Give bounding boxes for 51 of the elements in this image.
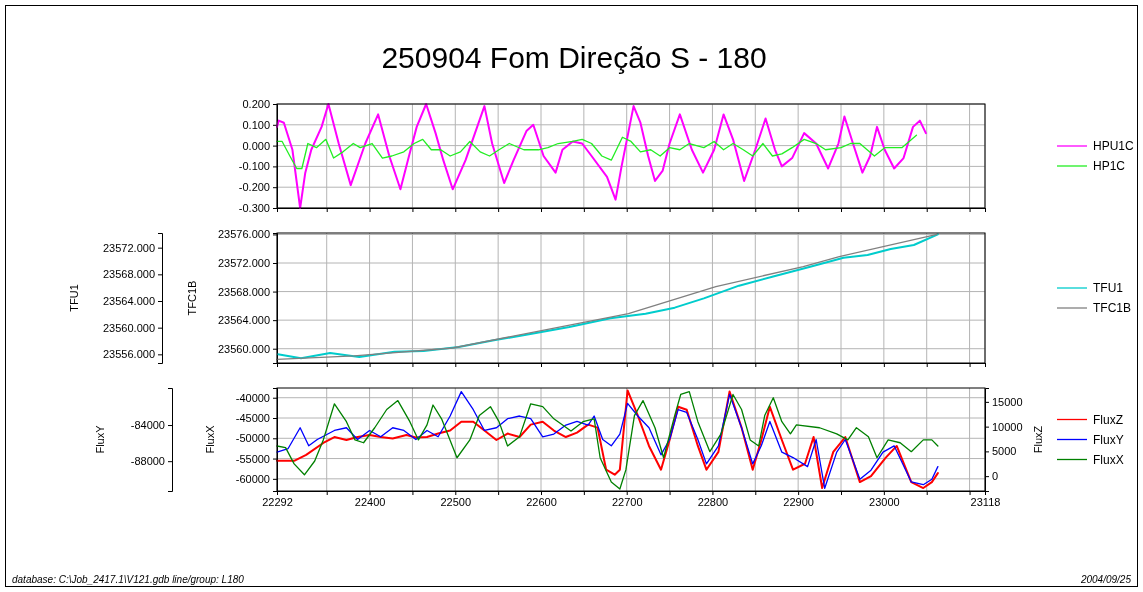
- y-tick-label: -50000: [235, 432, 270, 445]
- y2-tick-label: 23564.000: [103, 295, 155, 308]
- y2-axis-title: FluxY: [94, 424, 106, 454]
- y-axis-title: TFC1B: [186, 280, 198, 316]
- text: 2004/09/25: [1079, 574, 1132, 585]
- x-tick-label: 22500: [440, 495, 472, 508]
- y3-tick-label: 10000: [992, 420, 1023, 433]
- x-tick-label: 22800: [697, 495, 729, 508]
- y-tick-label: -55000: [235, 452, 270, 465]
- y-tick-label: 23572.000: [218, 257, 270, 270]
- y-tick-label: -0.100: [238, 160, 270, 173]
- x-tick-label: 22400: [354, 495, 386, 508]
- legend-label: FluxY: [1093, 432, 1124, 447]
- x-tick-label: 23000: [869, 495, 900, 508]
- y-tick-label: 23576.000: [218, 228, 270, 241]
- y3-tick-label: 0: [992, 470, 999, 483]
- y-tick-label: -0.300: [238, 202, 270, 215]
- y-axis-title: FluxX: [204, 424, 216, 454]
- x-tick-label: 22292: [262, 495, 293, 508]
- y2-tick-label: 23568.000: [103, 268, 155, 281]
- text: database: C:\Job_2417.1\V121.gdb line/group: L180: [12, 574, 245, 585]
- y2-tick-label: -84000: [130, 419, 165, 432]
- x-tick-label: 22600: [526, 495, 557, 508]
- y3-axis-title: FluxZ: [1032, 425, 1044, 454]
- legend-label: HPU1C: [1093, 139, 1135, 153]
- y2-tick-label: 23556.000: [103, 348, 155, 361]
- y3-tick-label: 15000: [992, 395, 1023, 408]
- y2-axis-title: TFU1: [68, 284, 80, 312]
- x-tick-label: 22900: [783, 495, 814, 508]
- y-tick-label: -45000: [235, 412, 270, 425]
- y-tick-label: 0.000: [242, 139, 270, 152]
- x-tick-label: 22700: [611, 495, 643, 508]
- y-tick-label: 0.200: [242, 98, 270, 111]
- legend-label: HP1C: [1093, 159, 1126, 173]
- y-tick-label: 0.100: [242, 118, 270, 131]
- legend-label: FluxX: [1093, 452, 1124, 467]
- y2-tick-label: -88000: [130, 455, 165, 468]
- legend-label: TFC1B: [1093, 301, 1132, 315]
- x-tick-label: 23118: [970, 495, 1001, 508]
- y2-tick-label: 23572.000: [103, 241, 155, 254]
- legend-label: FluxZ: [1093, 412, 1123, 427]
- y2-tick-label: 23560.000: [103, 321, 155, 334]
- chart-title: 250904 Fom Direção S - 180: [381, 41, 767, 74]
- y-tick-label: -0.200: [238, 181, 270, 194]
- legend-label: TFU1: [1093, 281, 1124, 295]
- y-tick-label: -40000: [235, 391, 270, 404]
- y-tick-label: 23560.000: [218, 342, 270, 355]
- y-tick-label: 23568.000: [218, 285, 270, 298]
- y3-tick-label: 5000: [992, 445, 1017, 458]
- y-tick-label: 23564.000: [218, 314, 270, 327]
- y-tick-label: -60000: [235, 472, 270, 485]
